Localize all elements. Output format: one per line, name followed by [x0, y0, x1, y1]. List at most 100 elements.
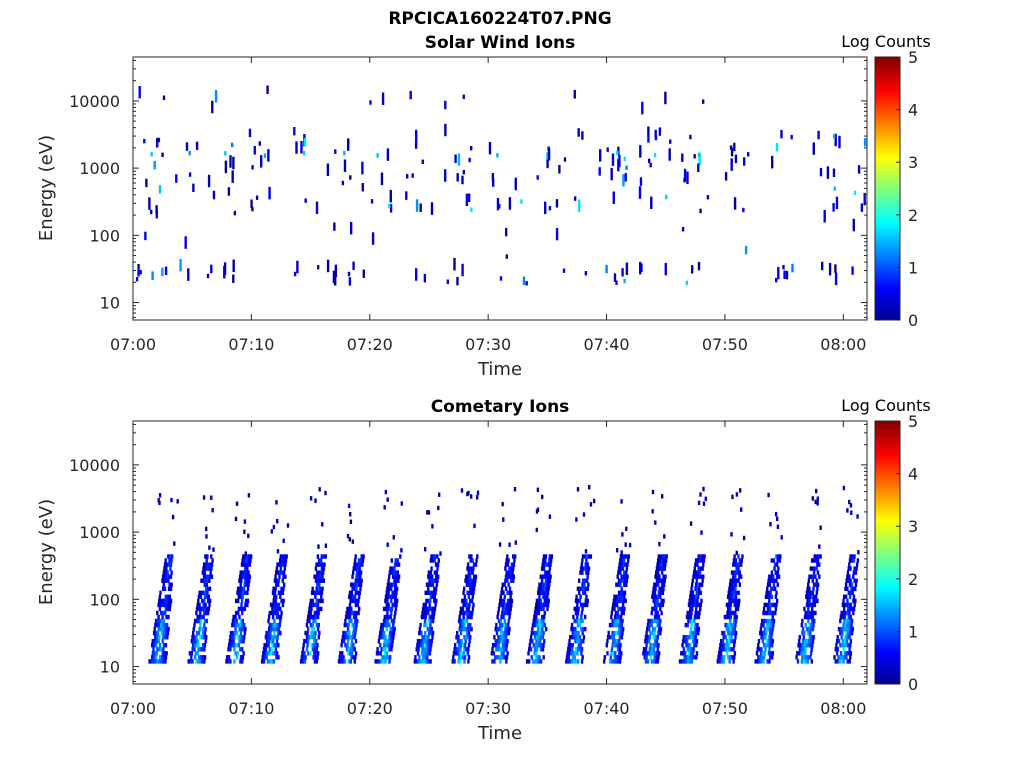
- heatmap-cell: [771, 155, 774, 161]
- heatmap-cell: [835, 643, 838, 648]
- heatmap-cell: [577, 630, 580, 636]
- heatmap-cell: [275, 655, 278, 660]
- heatmap-cell: [734, 618, 738, 624]
- heatmap-cell: [504, 586, 508, 592]
- heatmap-cell: [856, 562, 859, 567]
- heatmap-cell: [383, 505, 386, 510]
- heatmap-cell: [534, 618, 537, 624]
- heatmap-cell: [503, 647, 506, 652]
- heatmap-cell: [359, 582, 363, 587]
- heatmap-cell: [203, 643, 207, 648]
- heatmap-cell: [316, 626, 320, 632]
- heatmap-cell: [839, 630, 842, 636]
- heatmap-cell: [838, 659, 841, 664]
- heatmap-cell: [242, 586, 246, 592]
- heatmap-cell: [347, 647, 350, 652]
- heatmap-cell: [795, 655, 798, 660]
- colorbar-tick-label: 2: [908, 206, 918, 225]
- heatmap-cell: [423, 273, 427, 279]
- heatmap-cell: [434, 602, 437, 608]
- heatmap-cell: [465, 647, 468, 652]
- heatmap-cell: [499, 630, 503, 636]
- heatmap-cell: [492, 182, 495, 187]
- heatmap-cell: [548, 582, 551, 587]
- heatmap-cell: [775, 143, 779, 148]
- heatmap-cell: [152, 659, 155, 664]
- heatmap-cell: [343, 635, 346, 640]
- heatmap-cell: [390, 647, 393, 652]
- heatmap-cell: [164, 570, 167, 575]
- heatmap-cell: [348, 590, 352, 596]
- heatmap-cell: [851, 626, 854, 632]
- heatmap-cell: [209, 570, 212, 575]
- heatmap-cell: [537, 622, 541, 628]
- heatmap-cell: [238, 578, 241, 583]
- heatmap-cell: [555, 199, 559, 204]
- heatmap-cell: [542, 606, 545, 612]
- heatmap-cell: [394, 594, 398, 600]
- heatmap-cell: [576, 602, 579, 608]
- heatmap-cell: [659, 554, 662, 559]
- heatmap-cell: [729, 602, 732, 608]
- heatmap-cell: [625, 570, 628, 575]
- heatmap-cell: [510, 598, 514, 604]
- heatmap-cell: [493, 643, 497, 648]
- heatmap-cell: [765, 639, 768, 644]
- heatmap-cell: [263, 153, 267, 158]
- heatmap-cell: [773, 602, 776, 608]
- heatmap-cell: [462, 602, 465, 608]
- heatmap-cell: [239, 606, 242, 612]
- heatmap-cell: [840, 659, 843, 664]
- heatmap-cell: [169, 598, 173, 604]
- heatmap-cell: [839, 655, 842, 660]
- heatmap-cell: [846, 574, 849, 579]
- heatmap-cell: [239, 594, 242, 600]
- heatmap-cell: [628, 542, 632, 548]
- heatmap-cell: [204, 602, 207, 608]
- heatmap-cell: [293, 127, 296, 132]
- heatmap-cell: [267, 618, 270, 624]
- heatmap-cell: [457, 659, 460, 664]
- heatmap-cell: [857, 550, 860, 555]
- heatmap-cell: [807, 618, 810, 624]
- heatmap-cell: [315, 201, 319, 207]
- heatmap-cell: [580, 626, 583, 632]
- heatmap-cell: [569, 647, 572, 652]
- heatmap-cell: [653, 614, 657, 620]
- heatmap-cell: [616, 598, 619, 604]
- heatmap-cell: [821, 261, 824, 267]
- heatmap-cell: [578, 635, 582, 640]
- heatmap-cell: [420, 630, 423, 636]
- heatmap-cell: [302, 655, 305, 660]
- heatmap-cell: [811, 496, 814, 501]
- heatmap-cell: [541, 614, 544, 620]
- heatmap-cell: [470, 554, 473, 559]
- heatmap-cell: [437, 558, 440, 563]
- heatmap-cell: [236, 586, 240, 592]
- x-tick-label: 07:50: [702, 699, 748, 718]
- heatmap-cell: [542, 590, 546, 596]
- x-tick-label: 08:00: [820, 335, 866, 354]
- heatmap-cell: [276, 651, 279, 656]
- heatmap-cell: [845, 643, 848, 648]
- heatmap-cell: [456, 639, 460, 644]
- heatmap-cell: [850, 510, 853, 515]
- heatmap-cell: [245, 558, 248, 563]
- heatmap-cell: [158, 598, 161, 604]
- heatmap-cell: [507, 582, 510, 587]
- heatmap-cell: [315, 622, 318, 628]
- heatmap-cell: [728, 622, 731, 628]
- heatmap-cell: [152, 647, 155, 652]
- heatmap-cell: [320, 570, 323, 575]
- heatmap-cell: [812, 635, 815, 640]
- heatmap-cell: [233, 659, 236, 664]
- heatmap-cell: [264, 647, 268, 652]
- heatmap-cell: [272, 586, 275, 592]
- heatmap-cell: [167, 602, 170, 608]
- heatmap-cell: [210, 268, 213, 274]
- heatmap-cell: [248, 554, 251, 559]
- heatmap-cell: [469, 635, 472, 640]
- heatmap-cell: [814, 582, 818, 587]
- heatmap-cell: [151, 643, 154, 648]
- heatmap-cell: [849, 590, 852, 596]
